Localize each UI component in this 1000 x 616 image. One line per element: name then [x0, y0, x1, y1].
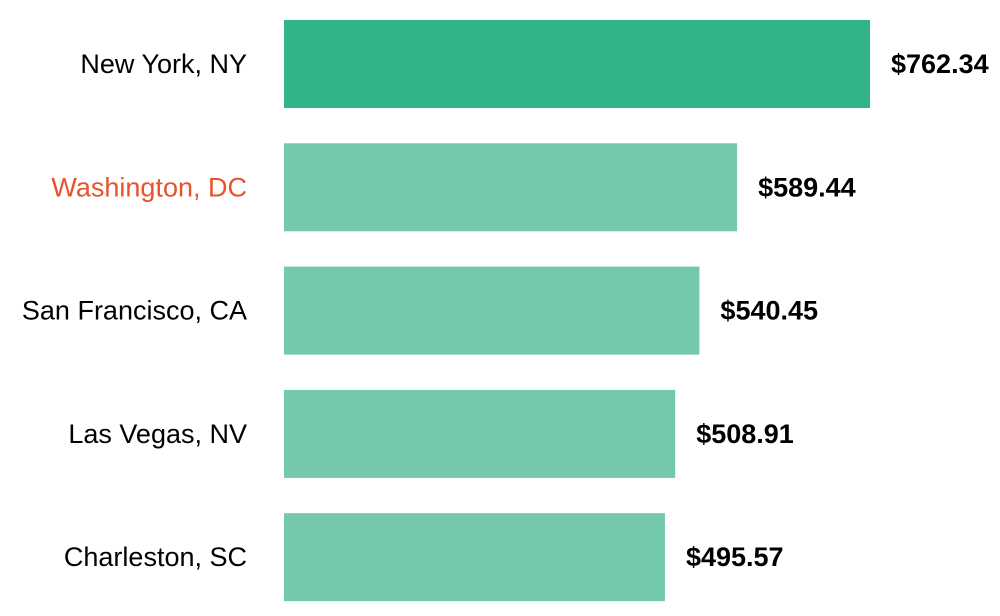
category-label: New York, NY	[80, 49, 247, 79]
bar	[284, 389, 676, 478]
value-label: $495.57	[686, 542, 784, 572]
value-label: $589.44	[758, 172, 856, 202]
category-label: Las Vegas, NV	[68, 419, 247, 449]
bar	[284, 20, 870, 108]
value-label: $508.91	[696, 419, 794, 449]
bar	[284, 143, 738, 232]
value-label: $762.34	[891, 49, 989, 79]
bar	[284, 513, 665, 602]
bar	[284, 266, 700, 355]
category-label: San Francisco, CA	[22, 296, 247, 326]
category-label: Charleston, SC	[64, 542, 247, 572]
value-label: $540.45	[720, 296, 818, 326]
category-label: Washington, DC	[51, 172, 247, 202]
